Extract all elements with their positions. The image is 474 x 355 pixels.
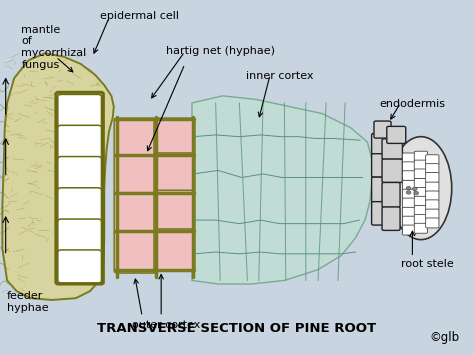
Text: outer cortex: outer cortex xyxy=(132,320,200,329)
FancyBboxPatch shape xyxy=(402,153,416,163)
FancyBboxPatch shape xyxy=(414,160,428,170)
FancyBboxPatch shape xyxy=(414,169,428,179)
FancyBboxPatch shape xyxy=(154,229,195,271)
FancyBboxPatch shape xyxy=(58,250,101,283)
Circle shape xyxy=(406,186,411,190)
FancyBboxPatch shape xyxy=(426,164,439,174)
Text: ©glb: ©glb xyxy=(429,331,460,344)
FancyBboxPatch shape xyxy=(58,157,101,191)
Circle shape xyxy=(412,187,417,191)
FancyBboxPatch shape xyxy=(58,94,101,129)
Circle shape xyxy=(406,191,411,194)
FancyBboxPatch shape xyxy=(426,209,439,219)
FancyBboxPatch shape xyxy=(414,151,428,161)
FancyBboxPatch shape xyxy=(414,223,428,233)
FancyBboxPatch shape xyxy=(402,180,416,190)
FancyBboxPatch shape xyxy=(414,206,428,215)
FancyBboxPatch shape xyxy=(114,193,158,235)
FancyBboxPatch shape xyxy=(382,159,402,182)
FancyBboxPatch shape xyxy=(402,216,416,226)
FancyBboxPatch shape xyxy=(58,188,101,222)
FancyBboxPatch shape xyxy=(382,139,402,159)
FancyBboxPatch shape xyxy=(402,198,416,208)
FancyBboxPatch shape xyxy=(58,125,101,159)
FancyBboxPatch shape xyxy=(372,177,387,202)
FancyBboxPatch shape xyxy=(372,154,390,177)
Text: hartig net (hyphae): hartig net (hyphae) xyxy=(166,46,275,56)
FancyBboxPatch shape xyxy=(426,218,439,228)
FancyBboxPatch shape xyxy=(414,179,428,189)
FancyBboxPatch shape xyxy=(402,189,416,199)
Circle shape xyxy=(414,191,419,195)
FancyBboxPatch shape xyxy=(402,207,416,217)
FancyBboxPatch shape xyxy=(402,225,416,235)
FancyBboxPatch shape xyxy=(114,118,158,159)
FancyBboxPatch shape xyxy=(154,153,195,193)
Text: TRANSVERSE SECTION OF PINE ROOT: TRANSVERSE SECTION OF PINE ROOT xyxy=(98,322,376,335)
Text: inner cortex: inner cortex xyxy=(246,71,314,81)
FancyBboxPatch shape xyxy=(387,126,406,143)
FancyBboxPatch shape xyxy=(374,121,391,138)
FancyBboxPatch shape xyxy=(426,191,439,201)
FancyBboxPatch shape xyxy=(58,219,101,253)
FancyBboxPatch shape xyxy=(426,155,439,165)
FancyBboxPatch shape xyxy=(426,200,439,210)
Polygon shape xyxy=(192,96,372,284)
Text: epidermal cell: epidermal cell xyxy=(100,11,179,21)
Text: mantle
of
mycorrhizal
fungus: mantle of mycorrhizal fungus xyxy=(21,25,87,70)
FancyBboxPatch shape xyxy=(414,187,428,197)
FancyBboxPatch shape xyxy=(414,214,428,224)
Polygon shape xyxy=(2,53,114,300)
FancyBboxPatch shape xyxy=(382,182,400,207)
FancyBboxPatch shape xyxy=(382,207,400,230)
FancyBboxPatch shape xyxy=(154,118,195,156)
FancyBboxPatch shape xyxy=(414,196,428,206)
FancyBboxPatch shape xyxy=(402,171,416,181)
FancyBboxPatch shape xyxy=(372,202,387,225)
Text: feeder
hyphae: feeder hyphae xyxy=(7,291,49,313)
FancyBboxPatch shape xyxy=(154,190,195,233)
Ellipse shape xyxy=(390,137,452,240)
FancyBboxPatch shape xyxy=(372,133,390,154)
Text: endodermis: endodermis xyxy=(379,99,445,109)
FancyBboxPatch shape xyxy=(426,173,439,182)
FancyBboxPatch shape xyxy=(402,162,416,172)
FancyBboxPatch shape xyxy=(114,155,158,196)
FancyBboxPatch shape xyxy=(426,182,439,192)
Text: root stele: root stele xyxy=(401,259,453,269)
FancyBboxPatch shape xyxy=(114,231,158,273)
